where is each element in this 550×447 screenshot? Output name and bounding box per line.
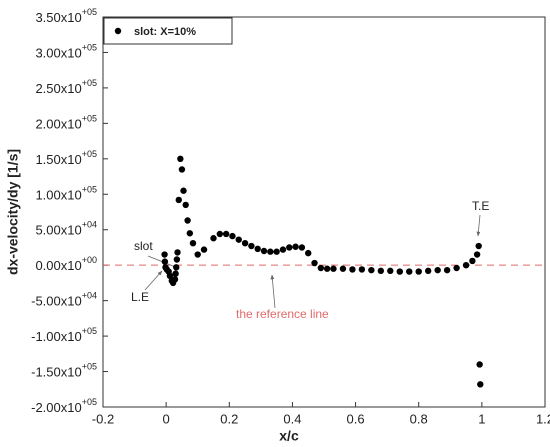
annotation: T.E — [472, 199, 489, 213]
point — [180, 187, 187, 194]
point — [311, 259, 318, 267]
annotation: L.E — [131, 290, 149, 304]
point — [349, 266, 356, 273]
y-tick-label: 3.50x10+05 — [35, 7, 97, 25]
point — [443, 266, 451, 274]
point — [254, 245, 261, 253]
point — [229, 232, 236, 240]
point — [267, 248, 274, 255]
point — [286, 244, 293, 251]
point — [216, 230, 224, 238]
y-tick-label: 1.00x10+05 — [35, 185, 97, 203]
point — [415, 268, 422, 275]
point — [406, 268, 413, 275]
point — [210, 235, 217, 242]
x-axis-label: x/c — [279, 428, 299, 444]
point — [184, 217, 191, 224]
point — [476, 361, 483, 368]
legend-label: slot: X=10% — [134, 26, 196, 38]
y-tick-label: 2.00x10+05 — [35, 114, 97, 132]
point — [475, 242, 482, 250]
y-tick-label: 2.50x10+05 — [35, 78, 97, 96]
point — [273, 248, 280, 255]
point — [469, 257, 476, 265]
point — [189, 240, 197, 247]
y-tick-label: 1.50x10+05 — [35, 149, 97, 167]
point — [173, 256, 181, 263]
point — [368, 266, 375, 274]
point — [292, 243, 299, 250]
point — [377, 267, 385, 275]
y-tick-label: -1.50x10+05 — [31, 362, 97, 380]
x-tick-label: -0.2 — [92, 411, 114, 426]
point — [166, 272, 174, 280]
point — [248, 242, 255, 250]
x-tick-label: 0.6 — [347, 411, 365, 426]
point — [298, 244, 306, 251]
legend-marker — [114, 27, 122, 35]
arrow — [144, 270, 163, 291]
x-tick-label: 0.4 — [283, 411, 301, 426]
y-tick-label: 3.00x10+05 — [35, 43, 97, 61]
y-tick-label: 5.00x10+04 — [35, 220, 97, 238]
y-tick-label: 0.00x10+00 — [35, 256, 97, 274]
point — [175, 196, 182, 204]
point — [279, 246, 287, 253]
legend-box — [103, 17, 233, 45]
x-tick-label: 0.8 — [410, 411, 428, 426]
plot-frame — [102, 16, 546, 408]
x-tick-label: 1.2 — [536, 411, 550, 426]
point — [171, 276, 179, 283]
point — [222, 230, 230, 238]
point — [260, 247, 268, 255]
point — [178, 166, 186, 173]
point — [182, 201, 189, 209]
point — [174, 249, 181, 256]
x-tick-label: 0 — [163, 411, 170, 426]
point — [473, 251, 481, 258]
point — [173, 264, 180, 271]
point — [186, 230, 194, 237]
point — [434, 266, 441, 274]
point — [241, 240, 249, 247]
annotation: slot — [134, 239, 153, 253]
point — [462, 261, 470, 269]
x-tick-label: 0.2 — [220, 411, 238, 426]
point — [305, 249, 312, 257]
point — [387, 267, 394, 275]
y-axis-label: dx-velocity/dy [1/s] — [5, 149, 21, 275]
point — [200, 246, 208, 253]
point — [172, 270, 179, 277]
point — [424, 267, 432, 275]
arrow — [270, 274, 276, 309]
point — [161, 258, 169, 265]
point — [339, 265, 347, 272]
y-tick-label: -5.00x10+04 — [31, 291, 97, 309]
point — [194, 251, 201, 258]
point — [317, 264, 325, 272]
point — [323, 265, 331, 272]
y-tick-label: -1.00x10+05 — [31, 326, 97, 344]
point — [453, 264, 460, 272]
arrow — [476, 214, 481, 237]
point — [330, 265, 337, 272]
point — [161, 251, 168, 258]
point — [477, 381, 484, 388]
reference-label: the reference line — [236, 307, 329, 321]
x-tick-label: 1 — [478, 411, 485, 426]
point — [177, 155, 184, 163]
y-tick-label: -2.00x10+05 — [31, 397, 97, 415]
point — [235, 236, 242, 243]
point — [358, 266, 366, 273]
point — [396, 268, 403, 275]
